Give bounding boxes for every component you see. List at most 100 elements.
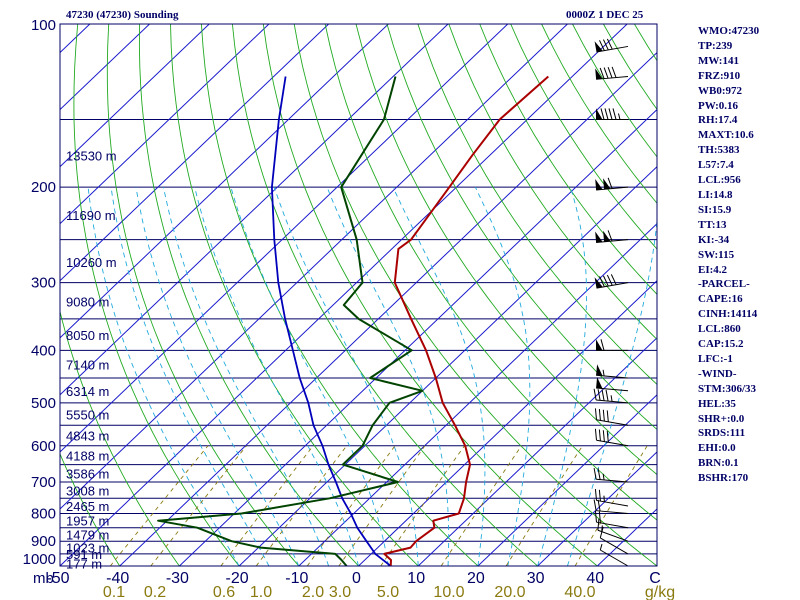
stability-index: BSHR:170 <box>698 472 749 485</box>
wind-barb <box>596 377 629 392</box>
mixing-ratio-label: 1.0 <box>250 584 272 600</box>
height-label: 2465 m <box>66 499 109 514</box>
wind-barb-staff <box>600 549 629 567</box>
moist-adiabat <box>474 187 531 566</box>
temperature-tick-label: 20 <box>467 570 485 587</box>
dry-adiabat <box>60 309 180 566</box>
mixing-ratio-line <box>338 445 426 566</box>
pressure-tick-label: 900 <box>31 533 56 550</box>
parcel-trace <box>270 76 392 566</box>
dry-adiabat <box>386 24 657 431</box>
pressure-tick-label: 100 <box>31 17 56 34</box>
temperature-tick-label: C <box>649 570 661 587</box>
mixing-ratio-label: 3.0 <box>329 584 351 600</box>
wind-barb-staff <box>596 499 629 507</box>
stability-index: KI:-34 <box>698 233 730 246</box>
sounding-profiles <box>157 75 549 566</box>
wind-barb <box>594 274 629 289</box>
wind-barb-feather <box>607 177 613 189</box>
wind-barb-feather <box>594 489 597 501</box>
stability-index: FRZ:910 <box>698 69 741 82</box>
wind-barb <box>594 510 629 529</box>
stability-index: MAXT:10.6 <box>698 129 754 142</box>
mixing-ratio-label: 2.0 <box>302 584 324 600</box>
stability-index: PW:0.16 <box>698 99 739 112</box>
stability-index: BRN:0.1 <box>698 457 739 470</box>
wind-barb-feather <box>599 526 604 539</box>
wind-barb-feather <box>610 274 617 285</box>
stability-index: SRDS:111 <box>698 427 746 440</box>
pressure-tick-label: 200 <box>31 179 56 196</box>
wind-barb <box>593 467 629 483</box>
sounding-time: 0000Z 1 DEC 25 <box>566 9 644 21</box>
mixing-ratio-line <box>109 445 209 566</box>
wind-barb-feather <box>600 339 605 351</box>
wind-barb <box>594 489 629 507</box>
wind-barb-feather <box>601 389 605 401</box>
wind-barb-feather <box>597 499 601 512</box>
dry-adiabat <box>293 24 657 566</box>
wind-barb-staff <box>596 439 629 447</box>
wind-barb-feather <box>602 39 609 51</box>
wind-barb-feather <box>606 38 613 50</box>
wind-barb-staff <box>596 419 629 426</box>
wind-barb-flag <box>596 108 603 120</box>
wind-barb-flag <box>594 277 603 289</box>
height-label: 10260 m <box>66 255 117 270</box>
stability-index: -PARCEL- <box>698 278 750 291</box>
isotherm-20 <box>477 394 657 566</box>
wind-barb-feather <box>611 66 617 78</box>
wind-barb-feather <box>598 429 601 441</box>
wind-barb <box>597 518 629 542</box>
isotherm--100 <box>60 24 330 282</box>
isotherm-30 <box>536 451 657 566</box>
wind-barb <box>594 38 629 53</box>
moist-adiabat <box>135 187 300 566</box>
mixing-ratio-label: 0.1 <box>103 584 125 600</box>
height-label: 4843 m <box>66 429 109 444</box>
wind-barb-feather <box>598 489 601 502</box>
dry-adiabat <box>541 24 657 204</box>
wind-barb-feather <box>593 388 597 401</box>
isotherm--20 <box>238 165 657 566</box>
height-label: 1957 m <box>66 514 109 529</box>
stability-index: LCL:860 <box>698 323 741 336</box>
wind-barb-feather <box>606 430 609 443</box>
stability-index: LCL:956 <box>698 174 741 187</box>
wind-barb-feather <box>599 40 605 51</box>
stability-index: HEL:35 <box>698 397 736 410</box>
stability-index: CAP:15.2 <box>698 338 744 351</box>
height-label: 6314 m <box>66 384 109 399</box>
dewpoint-trace <box>157 76 424 566</box>
height-label: 4188 m <box>66 448 109 463</box>
wind-barb-feather <box>606 410 609 422</box>
stability-index: CINH:14114 <box>698 308 758 321</box>
moist-adiabat <box>230 187 389 566</box>
wind-barb-feather <box>597 468 601 480</box>
wind-barb-flag <box>603 230 611 242</box>
stability-indices-list: WMO:47230 TP:239 MW:141 FRZ:910 WB0:972 PW:0.… <box>698 24 759 486</box>
isotherm--40 <box>118 51 657 566</box>
wind-barb-feather <box>612 108 617 120</box>
mixing-ratio-line <box>220 445 314 566</box>
pressure-tick-label: 600 <box>31 438 56 455</box>
wind-barb-feather <box>598 511 601 523</box>
height-label: 8050 m <box>66 328 109 343</box>
wind-barb <box>595 177 629 191</box>
wind-barb-feather <box>593 467 597 480</box>
mixing-ratio-line <box>306 445 396 566</box>
stability-index: TH:5383 <box>698 144 740 157</box>
wind-barb-staff <box>596 374 629 379</box>
mixing-ratio-unit-label: g/kg <box>645 584 675 600</box>
moist-adiabat <box>392 187 486 566</box>
wind-barb-feather <box>593 499 597 511</box>
wind-barb-staff <box>596 387 629 392</box>
mixing-ratio-label: 5.0 <box>377 584 399 600</box>
pressure-tick-label: 500 <box>31 395 56 412</box>
wind-barb-feather <box>602 409 605 422</box>
temperature-tick-label: -10 <box>285 570 308 587</box>
stability-index: MW:141 <box>698 54 739 67</box>
wind-barb <box>593 388 629 404</box>
moist-adiabat <box>326 187 450 566</box>
